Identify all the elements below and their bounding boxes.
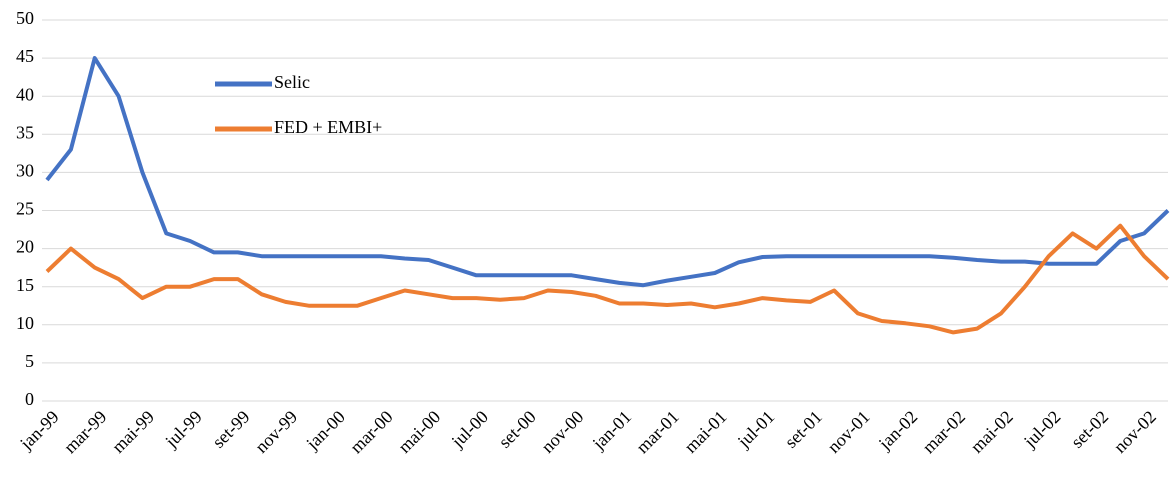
- x-tick-label: nov-01: [823, 407, 873, 457]
- x-tick-label: nov-00: [537, 407, 587, 457]
- y-tick-label: 0: [25, 389, 34, 409]
- legend-label: Selic: [274, 72, 310, 92]
- x-tick-label: nov-99: [251, 407, 301, 457]
- x-tick-label: mar-99: [60, 407, 111, 458]
- y-tick-label: 15: [16, 275, 34, 295]
- x-tick-label: mar-00: [346, 407, 397, 458]
- x-tick-label: jul-99: [161, 407, 206, 452]
- y-tick-label: 30: [16, 161, 34, 181]
- x-tick-label: jul-02: [1019, 407, 1064, 452]
- series-line: [45, 56, 1170, 288]
- x-tick-label: set-02: [1067, 407, 1112, 452]
- x-tick-label: jul-01: [733, 407, 778, 452]
- x-tick-label: jan-00: [302, 407, 349, 454]
- y-tick-label: 10: [16, 313, 34, 333]
- x-tick-label: mar-01: [632, 407, 683, 458]
- x-tick-label: set-99: [208, 407, 253, 452]
- y-tick-label: 25: [16, 199, 34, 219]
- x-tick-label: jan-02: [874, 407, 921, 454]
- x-tick-label: jul-00: [447, 407, 492, 452]
- x-tick-label: mai-00: [394, 407, 444, 457]
- x-tick-label: set-01: [781, 407, 826, 452]
- y-tick-label: 20: [16, 237, 34, 257]
- x-tick-label: jan-01: [588, 407, 635, 454]
- x-tick-label: set-00: [495, 407, 540, 452]
- x-tick-label: mai-99: [108, 407, 158, 457]
- y-tick-label: 5: [25, 351, 34, 371]
- y-tick-label: 50: [16, 8, 34, 28]
- y-tick-label: 40: [16, 84, 34, 104]
- y-tick-label: 35: [16, 122, 34, 142]
- x-tick-label: jan-99: [15, 407, 62, 454]
- x-tick-label: mai-01: [680, 407, 730, 457]
- legend-label: FED + EMBI+: [274, 117, 382, 137]
- x-tick-label: nov-02: [1110, 407, 1160, 457]
- series-line: [45, 223, 1170, 335]
- y-tick-label: 45: [16, 46, 34, 66]
- x-tick-label: mai-02: [967, 407, 1017, 457]
- x-tick-label: mar-02: [918, 407, 969, 458]
